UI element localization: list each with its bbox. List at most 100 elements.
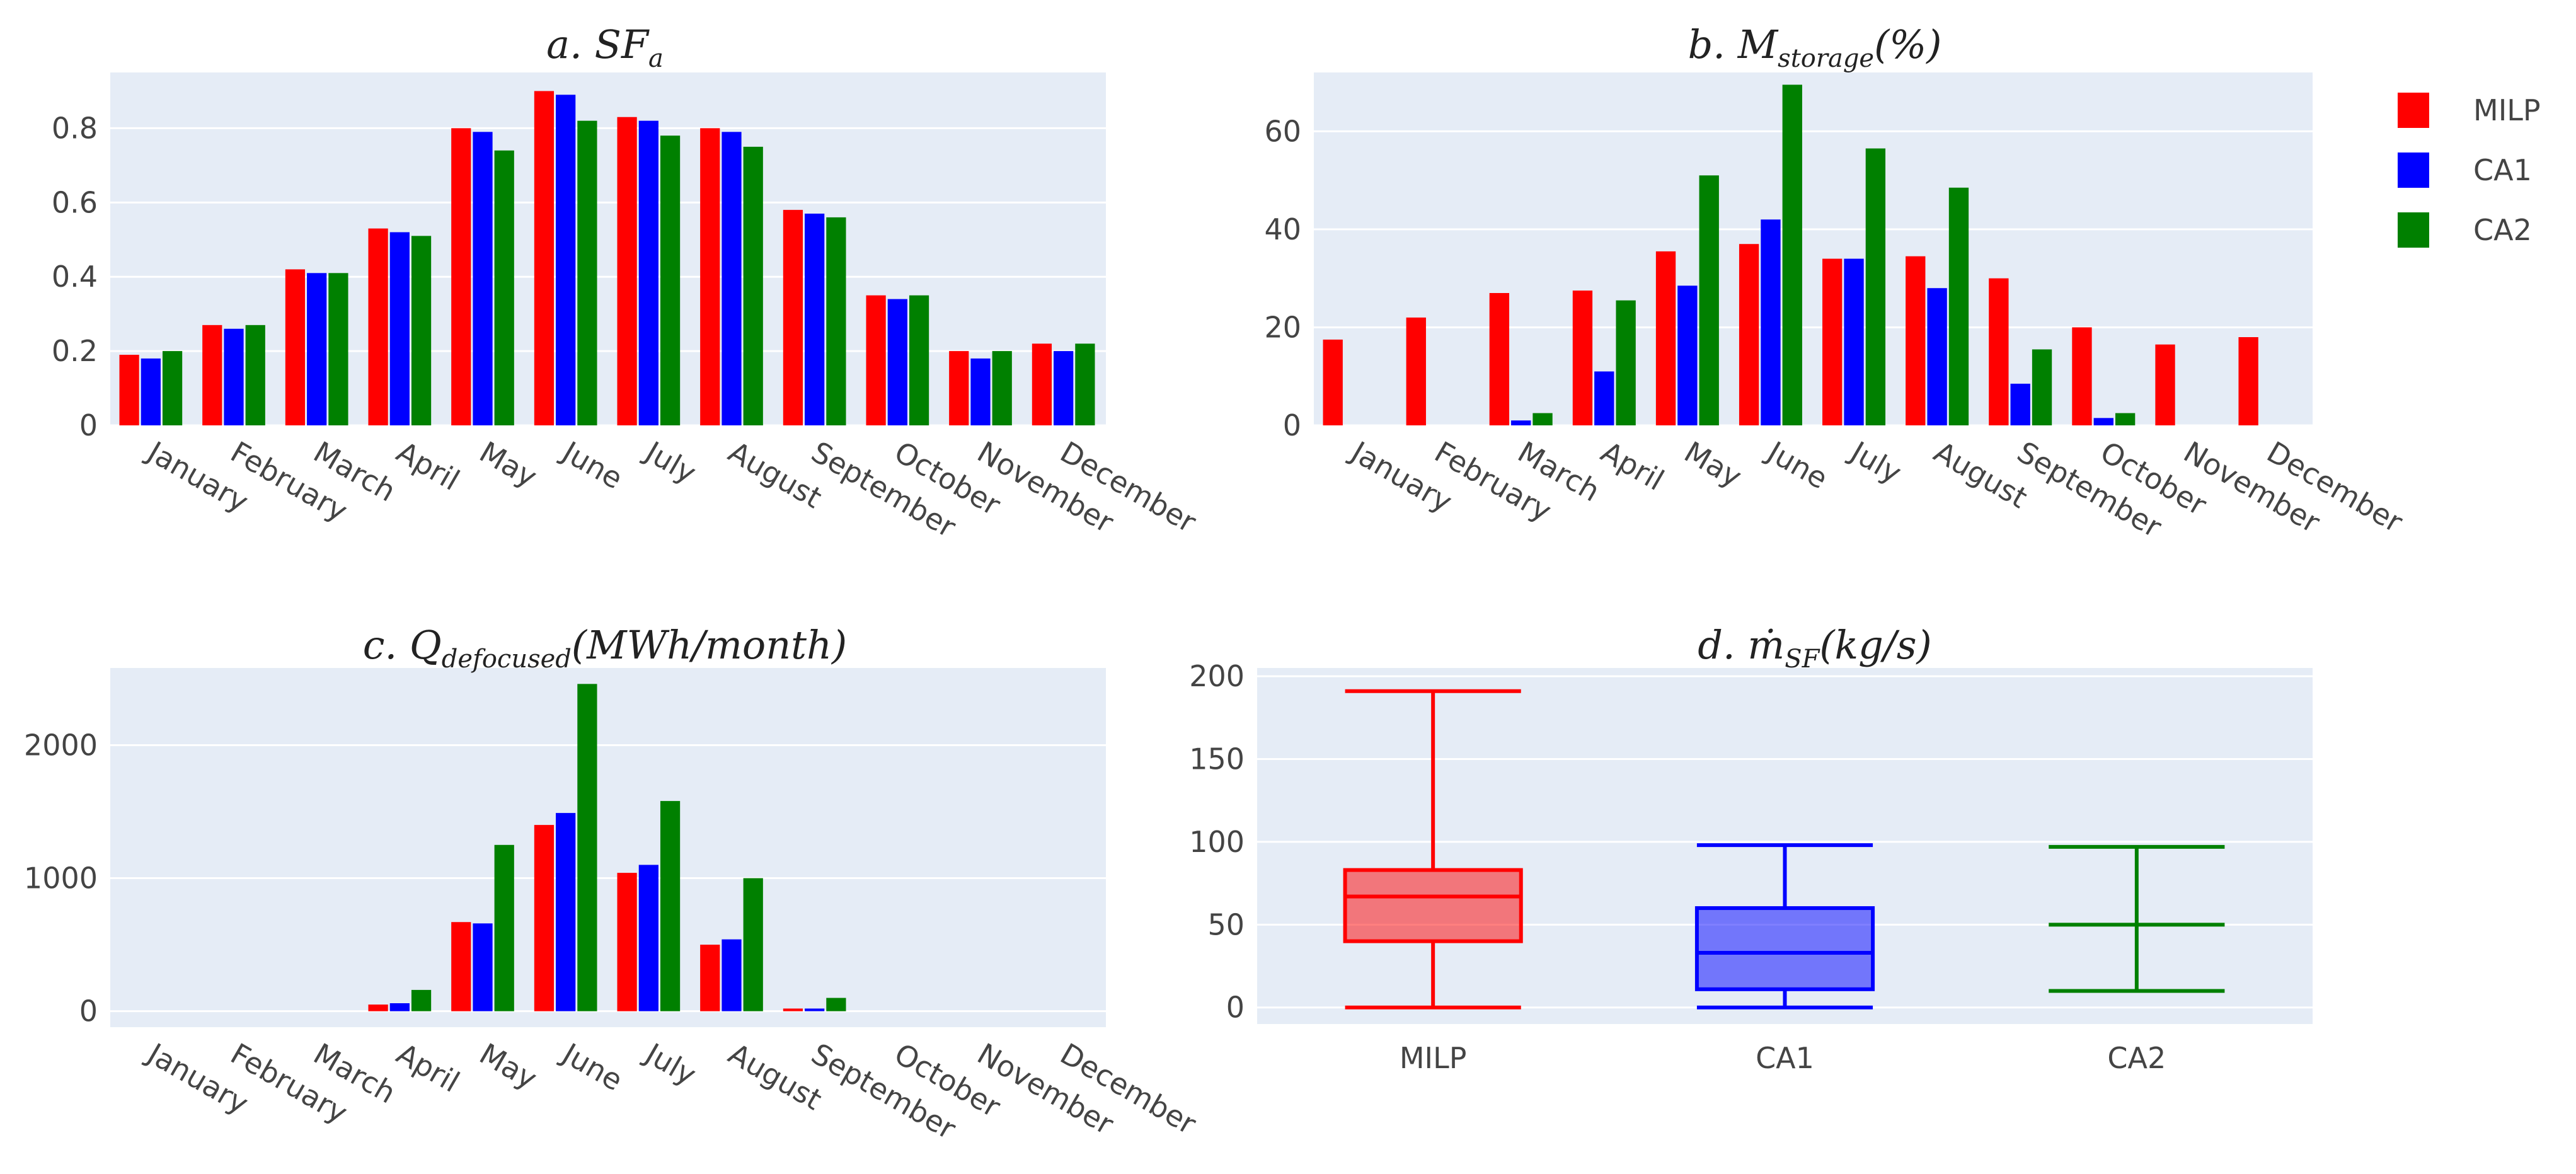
x-tick-label: July	[638, 434, 702, 490]
x-tick-label: August	[1928, 435, 2033, 515]
bar-milp-october	[2072, 327, 2092, 425]
bar-ca2-february	[245, 325, 265, 425]
bar-ca1-december	[1054, 351, 1074, 425]
bar-ca1-march	[307, 273, 327, 425]
bar-ca2-june	[577, 120, 597, 425]
bar-ca1-june	[1761, 219, 1781, 425]
bar-milp-july	[1822, 258, 1843, 425]
bar-ca2-august	[1948, 187, 1969, 425]
bar-milp-december	[1032, 343, 1052, 425]
bar-milp-october	[866, 295, 886, 425]
x-tick-label: August	[723, 1037, 827, 1117]
title-subscript: SF	[1785, 645, 1820, 674]
x-tick-label: May	[1679, 435, 1747, 494]
bar-milp-march	[1489, 293, 1510, 425]
bar-ca1-january	[141, 358, 161, 425]
y-tick-label: 2000	[24, 728, 98, 762]
bar-ca1-november	[970, 358, 991, 425]
iqr-box	[1694, 906, 1875, 991]
y-tick-label: 0.8	[52, 111, 98, 145]
x-tick-label: August	[723, 435, 827, 515]
bar-ca2-december	[1075, 343, 1095, 425]
panel-title: a. SFa	[546, 21, 664, 73]
legend-label: MILP	[2473, 93, 2541, 127]
bar-ca2-april	[411, 989, 432, 1011]
x-tick-label: June	[1760, 434, 1833, 495]
bar-ca2-november	[992, 351, 1012, 425]
x-tick-label: June	[555, 434, 628, 495]
bar-ca1-july	[638, 120, 658, 425]
x-tick-label: CA2	[2107, 1041, 2166, 1075]
x-tick-label: CA1	[1756, 1041, 1814, 1075]
bar-ca1-may	[1677, 285, 1698, 425]
bar-ca1-march	[1511, 420, 1531, 425]
x-tick-label: May	[474, 435, 543, 494]
title-main: ṁ	[1747, 622, 1785, 668]
y-tick-label: 0	[1226, 991, 1245, 1025]
bar-ca2-may	[494, 150, 514, 425]
bar-milp-may	[1655, 251, 1676, 425]
legend-label: CA2	[2473, 213, 2532, 247]
x-tick-label: April	[1596, 435, 1670, 497]
plot-area	[110, 668, 1106, 1027]
title-main: M	[1737, 21, 1779, 67]
legend-item-milp: MILP	[2398, 93, 2541, 128]
bar-milp-march	[285, 269, 306, 425]
bar-ca2-january	[162, 351, 183, 425]
iqr-box	[1343, 868, 1523, 943]
legend-item-ca1: CA1	[2398, 153, 2532, 188]
y-tick-label: 60	[1264, 114, 1301, 148]
panel-title: b. Mstorage(%)	[1688, 21, 1942, 73]
bar-ca2-july	[660, 135, 681, 426]
bar-ca2-june	[577, 684, 597, 1011]
x-tick-label: April	[391, 435, 465, 497]
bar-ca1-may	[473, 923, 493, 1011]
bar-ca1-september	[805, 1008, 825, 1011]
y-tick-label: 200	[1189, 659, 1245, 693]
bar-ca1-october	[887, 299, 907, 425]
bar-milp-september	[783, 1008, 803, 1011]
y-tick-label: 0	[79, 994, 98, 1028]
y-tick-label: 0.4	[52, 260, 98, 294]
y-tick-label: 100	[1189, 825, 1245, 859]
bar-ca2-august	[743, 878, 763, 1011]
bar-ca1-february	[224, 328, 244, 425]
bar-milp-january	[1323, 339, 1343, 425]
bar-ca1-august	[722, 132, 742, 425]
x-tick-label: May	[474, 1037, 543, 1096]
bar-ca2-march	[1532, 413, 1553, 425]
title-suffix: (kg/s)	[1819, 622, 1931, 668]
plot-area	[110, 72, 1106, 425]
bar-milp-august	[1906, 256, 1926, 425]
panel-d-box-chart: 0 50 100 150 200 MILP CA1 CA2 d. ṁSF(kg/s)	[1189, 622, 2313, 1075]
bar-ca2-june	[1782, 84, 1802, 425]
bar-ca2-july	[660, 801, 681, 1011]
x-tick-label: MILP	[1400, 1041, 1467, 1075]
x-tick-label: July	[1843, 434, 1907, 490]
bar-milp-november	[2155, 344, 2175, 425]
bar-ca1-may	[473, 132, 493, 425]
bar-ca2-may	[1699, 175, 1719, 425]
bar-ca2-october	[909, 295, 929, 425]
y-tick-label: 0.6	[52, 185, 98, 219]
title-prefix: b.	[1688, 21, 1738, 67]
bar-milp-june	[534, 91, 555, 425]
bar-ca2-september	[826, 998, 846, 1011]
bar-ca2-march	[328, 273, 348, 425]
bar-ca2-september	[2032, 349, 2052, 425]
bar-ca2-september	[826, 217, 846, 425]
bar-milp-december	[2238, 337, 2258, 425]
box-ca2	[2049, 844, 2225, 993]
bar-ca2-october	[2115, 413, 2136, 425]
bar-ca1-april	[1594, 371, 1614, 425]
x-tick-label: April	[391, 1037, 465, 1099]
y-tick-label: 0	[1283, 408, 1301, 442]
title-subscript: defocused	[442, 645, 572, 674]
bar-milp-august	[700, 128, 720, 425]
bar-milp-april	[368, 228, 388, 425]
bar-milp-february	[202, 325, 222, 425]
title-prefix: d.	[1698, 622, 1747, 668]
